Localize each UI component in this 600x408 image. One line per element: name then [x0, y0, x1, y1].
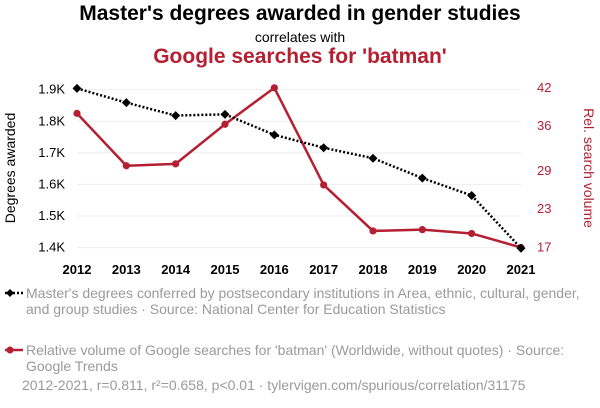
legend-label-series2: Relative volume of Google searches for '…: [26, 342, 565, 374]
y-tick-label-left: 1.4K: [38, 240, 65, 255]
data-point-degrees: [171, 111, 181, 121]
y-tick-label-left: 1.8K: [38, 113, 65, 128]
data-point-batman: [468, 229, 476, 238]
x-tick-label: 2020: [457, 262, 486, 277]
y-axis-title-left: Degrees awarded: [2, 113, 18, 224]
legend-item-series1: Master's degrees conferred by postsecond…: [4, 285, 594, 317]
y-tick-label-left: 1.6K: [38, 176, 65, 191]
data-point-batman: [418, 226, 426, 234]
x-tick-label: 2014: [161, 262, 191, 277]
x-tick-label: 2016: [260, 262, 289, 277]
legend-marker-series2: [5, 346, 23, 354]
x-tick-label: 2015: [211, 262, 240, 277]
data-point-degrees: [368, 153, 378, 163]
y-axis-title-right: Rel. search volume: [581, 108, 597, 228]
data-point-degrees: [319, 143, 329, 153]
data-point-batman: [221, 120, 229, 128]
y-tick-label-left: 1.7K: [38, 145, 65, 160]
y-tick-label-right: 23: [537, 201, 551, 216]
legend-marker-series1: [5, 289, 23, 297]
data-point-degrees: [417, 173, 427, 183]
x-tick-label: 2019: [408, 262, 437, 277]
series-line-degrees: [76, 87, 522, 250]
y-tick-label-right: 36: [537, 118, 551, 133]
data-point-degrees: [121, 98, 131, 108]
data-point-batman: [270, 84, 278, 92]
data-point-degrees: [467, 190, 477, 200]
footer-stats: 2012-2021, r=0.811, r²=0.658, p<0.01 · t…: [22, 377, 526, 393]
x-tick-label: 2018: [359, 262, 388, 277]
chart-title: Master's degrees awarded in gender studi…: [79, 2, 521, 25]
data-point-batman: [73, 109, 81, 117]
legend-label-series1: Master's degrees conferred by postsecond…: [26, 285, 580, 317]
data-point-batman: [122, 162, 130, 170]
data-point-degrees: [516, 243, 526, 253]
x-tick-label: 2021: [507, 262, 536, 277]
data-point-degrees: [72, 83, 82, 93]
data-point-batman: [172, 160, 180, 168]
series-line-batman: [76, 86, 522, 249]
chart-title-2: Google searches for 'batman': [153, 45, 447, 68]
y-tick-label-left: 1.9K: [38, 82, 65, 97]
legend-item-series2: Relative volume of Google searches for '…: [4, 342, 594, 374]
x-tick-label: 2012: [63, 262, 92, 277]
y-tick-label-right: 42: [537, 80, 551, 95]
y-tick-label-left: 1.5K: [38, 208, 65, 223]
data-point-degrees: [220, 109, 230, 119]
data-point-degrees: [269, 130, 279, 140]
y-tick-label-right: 17: [537, 240, 551, 255]
data-point-batman: [320, 181, 328, 189]
y-tick-label-right: 29: [537, 163, 551, 178]
chart-subtitle: correlates with: [254, 29, 346, 45]
x-tick-label: 2017: [309, 262, 338, 277]
x-tick-label: 2013: [112, 262, 141, 277]
data-point-batman: [369, 227, 377, 235]
